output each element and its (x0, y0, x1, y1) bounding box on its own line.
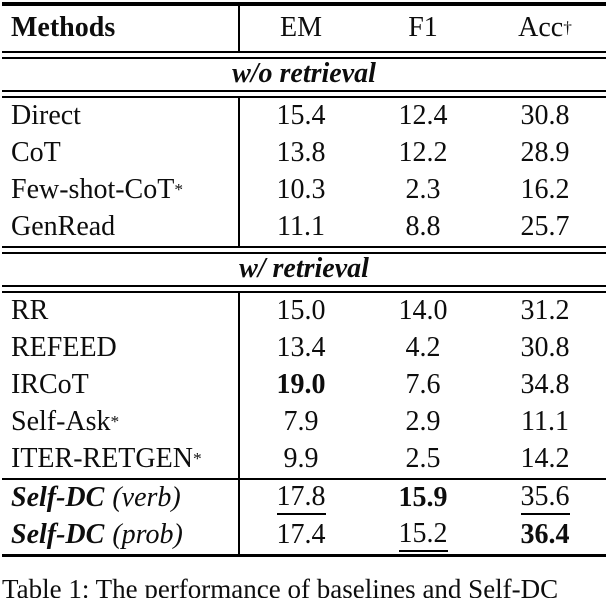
method-cell: Self-Ask * (11, 406, 120, 437)
table-row: GenRead 11.1 8.8 25.7 (2, 208, 606, 246)
method-cell: RR (11, 295, 49, 326)
section-header-without-retrieval: w/o retrieval (232, 58, 376, 89)
table-caption: Table 1: The performance of baselines an… (2, 574, 559, 598)
table-row: ITER-RETGEN * 9.9 2.5 14.2 (2, 440, 606, 478)
method-cell: ITER-RETGEN * (11, 443, 202, 474)
results-table: Methods EM F1 Acc † w/o retrieval Direct … (2, 2, 606, 557)
em-cell: 17.4 (276, 519, 326, 550)
em-cell: 17.8 (240, 480, 362, 517)
table-row: RR 15.0 14.0 31.2 (2, 292, 606, 330)
acc-cell: 35.6 (484, 480, 606, 517)
table-row: Few-shot-CoT * 10.3 2.3 16.2 (2, 171, 606, 209)
f1-cell: 12.2 (398, 137, 448, 168)
f1-cell: 2.5 (405, 443, 441, 474)
rule-top (2, 2, 606, 6)
rule-double (2, 89, 606, 98)
em-cell: 9.9 (283, 443, 319, 474)
col-header-methods: Methods (11, 12, 116, 43)
f1-cell: 2.3 (405, 174, 441, 205)
method-cell: GenRead (11, 211, 116, 242)
col-header-acc: Acc † (518, 12, 572, 43)
em-cell: 15.0 (276, 295, 326, 326)
method-cell: IRCoT (11, 369, 89, 400)
method-cell: Self-DC (prob) (11, 519, 183, 550)
em-cell: 7.9 (283, 406, 319, 437)
col-header-em: EM (280, 12, 322, 43)
method-cell: Direct (11, 100, 81, 131)
f1-cell: 4.2 (405, 332, 441, 363)
method-cell: Self-DC (verb) (11, 482, 181, 513)
f1-cell: 14.0 (398, 295, 448, 326)
col-header-f1: F1 (408, 12, 438, 43)
acc-cell: 36.4 (520, 519, 570, 550)
section-header-with-retrieval: w/ retrieval (239, 253, 369, 284)
acc-cell: 31.2 (520, 295, 570, 326)
f1-cell: 8.8 (405, 211, 441, 242)
method-cell: CoT (11, 137, 61, 168)
em-cell: 13.4 (276, 332, 326, 363)
table-row-self-dc-prob: Self-DC (prob) 17.4 15.2 36.4 (2, 516, 606, 554)
acc-cell: 30.8 (520, 332, 570, 363)
rule-double (2, 245, 606, 254)
table-row: Direct 15.4 12.4 30.8 (2, 97, 606, 135)
table-header-row: Methods EM F1 Acc † (2, 5, 606, 51)
table-row-self-dc-verb: Self-DC (verb) 17.8 15.9 35.6 (2, 479, 606, 517)
em-cell: 19.0 (276, 369, 326, 400)
acc-cell: 30.8 (520, 100, 570, 131)
em-cell: 10.3 (276, 174, 326, 205)
acc-cell: 34.8 (520, 369, 570, 400)
f1-cell: 2.9 (405, 406, 441, 437)
table-row: Self-Ask * 7.9 2.9 11.1 (2, 403, 606, 441)
rule-double (2, 284, 606, 293)
acc-cell: 14.2 (520, 443, 570, 474)
table-row: IRCoT 19.0 7.6 34.8 (2, 366, 606, 404)
acc-cell: 16.2 (520, 174, 570, 205)
f1-cell: 15.9 (398, 482, 448, 513)
table-row: REFEED 13.4 4.2 30.8 (2, 329, 606, 367)
acc-cell: 11.1 (521, 406, 569, 437)
rule-single (2, 477, 606, 480)
em-cell: 15.4 (276, 100, 326, 131)
em-cell: 13.8 (276, 137, 326, 168)
method-cell: Few-shot-CoT * (11, 174, 184, 205)
em-cell: 11.1 (277, 211, 325, 242)
table-row: CoT 13.8 12.2 28.9 (2, 134, 606, 172)
f1-cell: 15.2 (362, 517, 484, 554)
f1-cell: 12.4 (398, 100, 448, 131)
f1-cell: 7.6 (405, 369, 441, 400)
col-header-acc-label: Acc (518, 12, 564, 43)
method-cell: REFEED (11, 332, 117, 363)
acc-cell: 28.9 (520, 137, 570, 168)
header-value-columns: EM F1 Acc † (238, 5, 606, 51)
acc-cell: 25.7 (520, 211, 570, 242)
rule-double (2, 50, 606, 59)
rule-bottom (2, 553, 606, 557)
